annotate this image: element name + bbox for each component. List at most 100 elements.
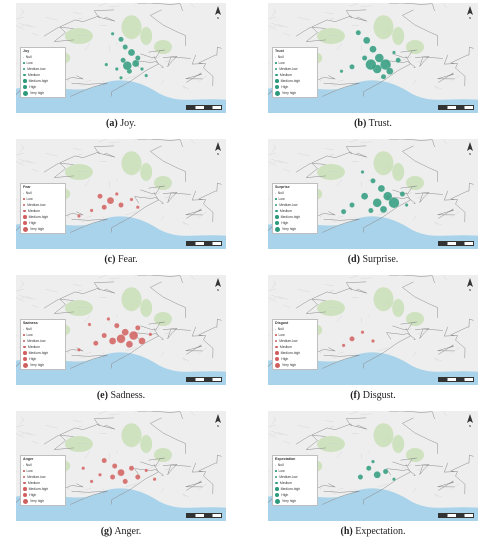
legend-label: Low	[26, 197, 33, 201]
map-surprise: Surprise Null Low Medium-low Medium Medium-hi…	[268, 139, 478, 249]
emotion-point	[372, 198, 382, 208]
legend-label: Medium	[27, 345, 40, 349]
caption-anger: (g) Anger.	[16, 526, 226, 537]
caption-letter: (h)	[340, 526, 353, 537]
legend-symbol	[275, 192, 276, 194]
caption-label: Surprise.	[362, 254, 399, 265]
emotion-point	[148, 332, 153, 337]
legend-row: Medium	[23, 72, 63, 78]
emotion-point	[135, 474, 141, 480]
legend-label: Medium-low	[279, 339, 298, 343]
park-area	[317, 164, 345, 180]
legend-symbol	[275, 345, 278, 349]
emotion-point	[120, 57, 126, 63]
park-area	[154, 176, 172, 190]
emotion-point	[382, 468, 389, 475]
legend-symbol	[23, 73, 26, 77]
map-anger: Anger Null Low Medium-low Medium Medium-high H…	[16, 411, 226, 521]
legend-symbol	[23, 226, 28, 232]
emotion-point	[135, 325, 141, 331]
legend-symbol	[275, 351, 279, 355]
emotion-point	[101, 457, 107, 464]
legend-symbol	[275, 334, 277, 336]
legend-label: Medium-low	[279, 475, 298, 479]
legend-symbol	[23, 209, 26, 213]
park-area	[392, 299, 405, 317]
caption-label: Disgust.	[362, 390, 396, 401]
emotion-point	[380, 73, 387, 80]
sea-area	[268, 216, 478, 249]
emotion-point	[357, 474, 364, 480]
sea-area	[268, 488, 478, 521]
legend-label: Medium-low	[27, 475, 46, 479]
legend-title: Surprise	[275, 185, 290, 189]
legend-symbol	[23, 492, 28, 498]
svg-text:N: N	[217, 288, 219, 291]
caption-trust: (b) Trust.	[268, 118, 478, 129]
emotion-point	[361, 55, 368, 61]
scale-bar	[186, 105, 222, 110]
legend-row: Medium	[275, 480, 315, 486]
legend-row: Medium	[275, 208, 315, 214]
sea-area	[16, 216, 226, 249]
legend-title: Trust	[275, 49, 284, 53]
legend-label: Very high	[30, 363, 45, 367]
legend-symbol	[275, 362, 280, 368]
legend-row: High	[275, 356, 315, 362]
caption-expectation: (h) Expectation.	[268, 526, 478, 537]
legend-label: Very high	[282, 363, 297, 367]
emotion-point	[109, 474, 116, 480]
emotion-point	[129, 197, 134, 202]
emotion-point	[136, 205, 140, 210]
legend-row: Medium-low	[275, 338, 315, 344]
legend-symbol	[275, 339, 278, 343]
legend-row: Null	[23, 326, 63, 332]
emotion-point	[118, 36, 124, 43]
park-area	[317, 28, 345, 44]
emotion-point	[108, 337, 117, 345]
emotion-point	[152, 477, 157, 482]
legend-symbol	[275, 84, 280, 90]
legend-row: Medium-high	[275, 78, 315, 84]
legend-joy: Joy Null Low Medium-low Medium Medium-high Hig…	[20, 47, 66, 98]
legend-label: High	[281, 221, 289, 225]
legend-row: Medium	[23, 480, 63, 486]
caption-disgust: (f) Disgust.	[268, 390, 478, 401]
emotion-point	[360, 192, 369, 200]
legend-label: High	[29, 221, 37, 225]
emotion-point	[132, 59, 140, 68]
emotion-point	[77, 214, 81, 218]
emotion-point	[360, 170, 365, 174]
legend-title: Expectation	[275, 457, 296, 461]
caption-fear: (c) Fear.	[16, 254, 226, 265]
legend-label: Medium	[27, 481, 40, 485]
legend-symbol	[23, 470, 25, 472]
map-disgust: Disgust Null Low Medium-low Medium Medium-hig…	[268, 275, 478, 385]
legend-title: Joy	[23, 49, 30, 53]
emotion-point	[129, 330, 139, 340]
emotion-point	[355, 30, 362, 36]
legend-row: High	[275, 492, 315, 498]
park-area	[406, 448, 424, 462]
legend-symbol	[275, 62, 277, 64]
emotion-point	[116, 334, 126, 344]
caption-letter: (d)	[347, 254, 360, 265]
legend-symbol	[23, 90, 28, 96]
emotion-point	[125, 340, 134, 348]
emotion-point	[144, 73, 149, 78]
legend-row: Medium-high	[23, 350, 63, 356]
svg-text:N: N	[469, 424, 471, 427]
emotion-point	[81, 466, 86, 471]
legend-sadness: Sadness Null Low Medium-low Medium Medium-hig…	[20, 319, 66, 370]
legend-label: Null	[25, 463, 32, 467]
emotion-point	[392, 477, 396, 482]
caption-label: Anger.	[114, 526, 142, 537]
emotion-point	[97, 193, 103, 199]
legend-row: Null	[275, 326, 315, 332]
legend-row: Medium	[275, 344, 315, 350]
legend-label: Low	[278, 197, 285, 201]
svg-text:N: N	[469, 16, 471, 19]
park-area	[154, 448, 172, 462]
legend-row: Very high	[275, 226, 315, 232]
north-arrow-icon: N	[215, 414, 221, 427]
